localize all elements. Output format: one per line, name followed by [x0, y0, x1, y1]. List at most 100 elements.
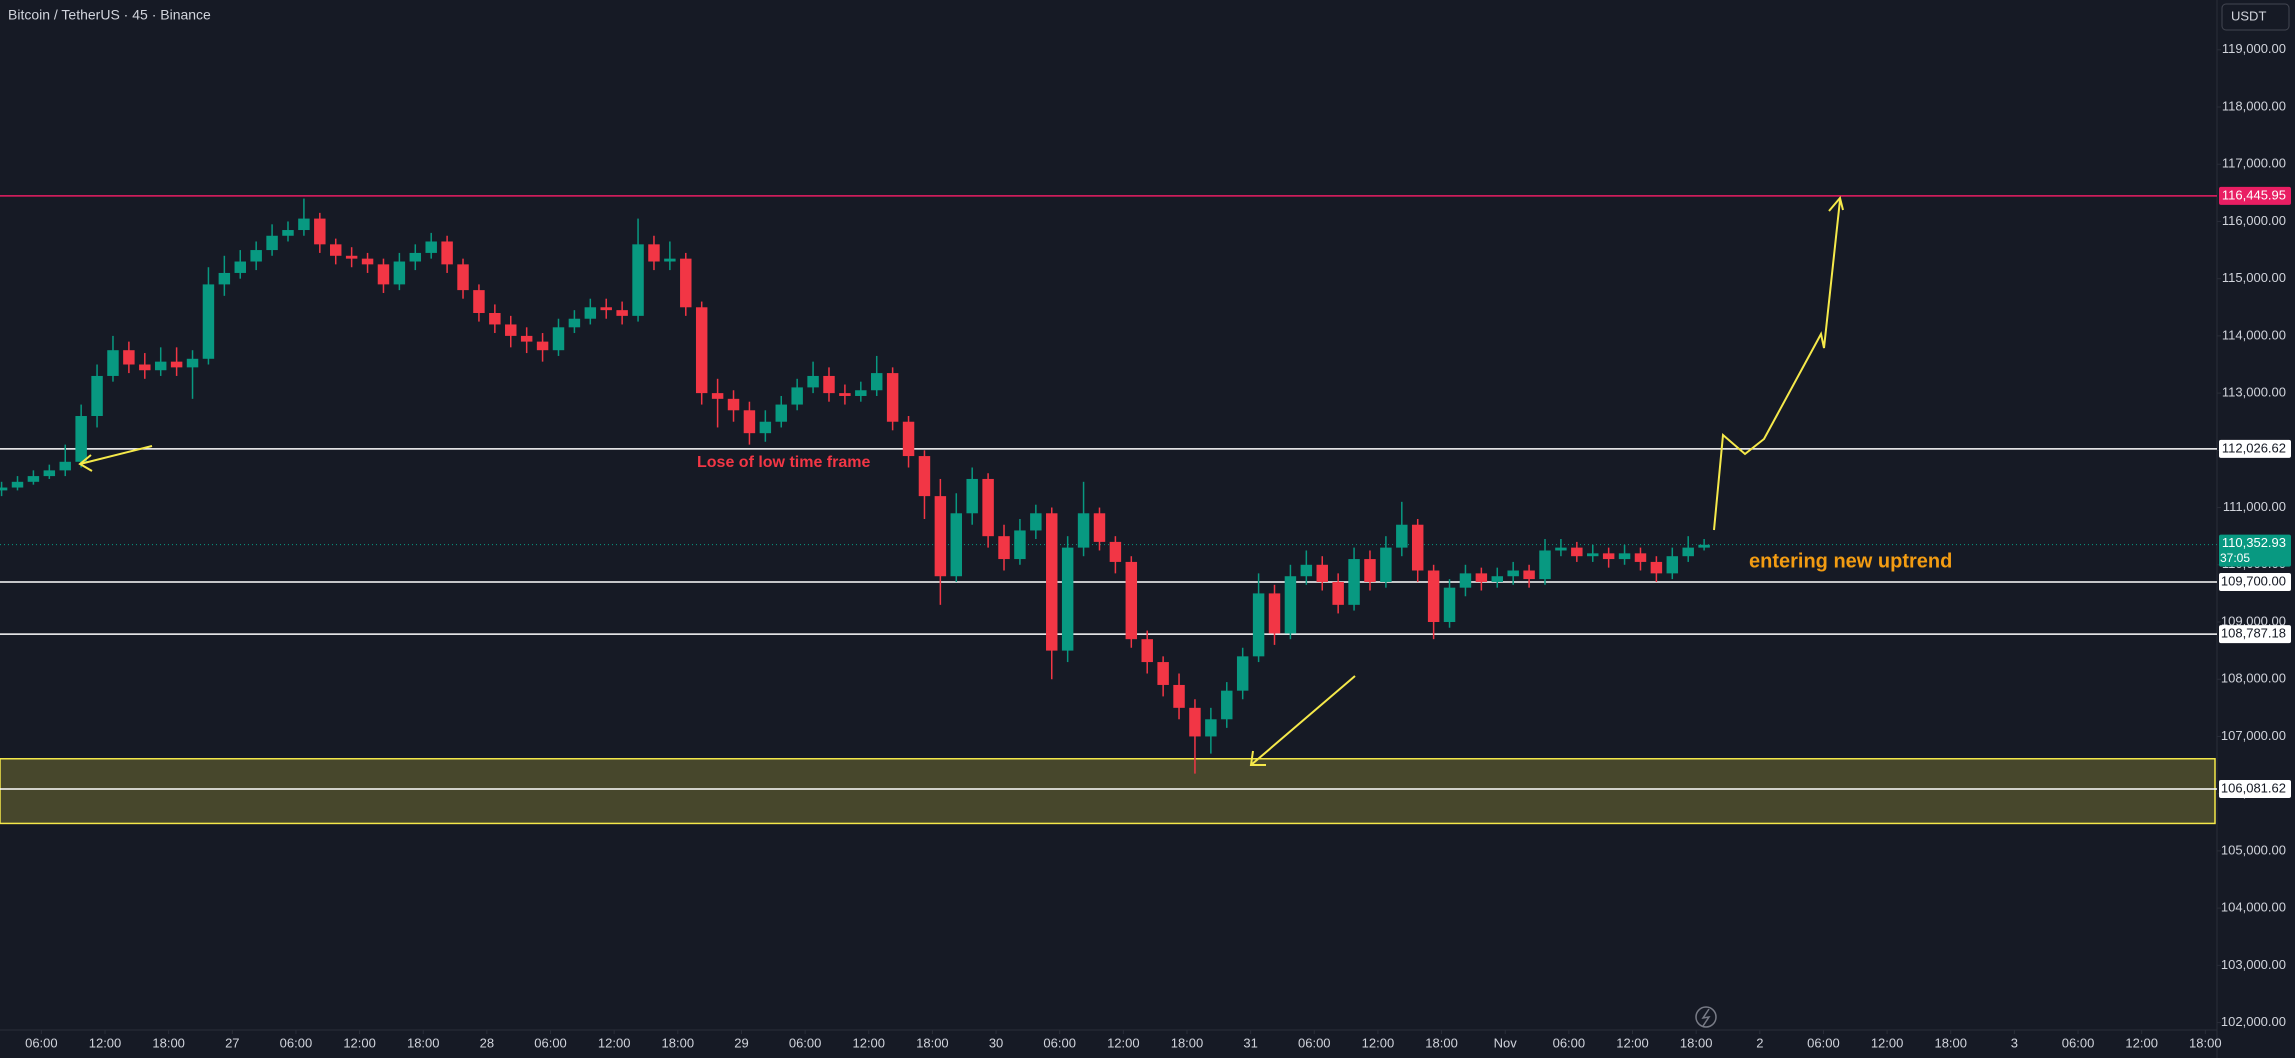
candle-body [43, 470, 56, 477]
x-tick-label: 18:00 [1171, 1035, 1204, 1050]
projection-path [1713, 199, 1841, 531]
x-tick-label: 18:00 [662, 1035, 695, 1050]
candle-body [1093, 513, 1106, 542]
candle-body [1650, 561, 1663, 574]
candle-body [695, 307, 708, 394]
candle-body [791, 387, 803, 405]
candle-body [1475, 573, 1488, 582]
x-tick-label: 06:00 [2062, 1035, 2095, 1050]
candle-body [1061, 547, 1074, 651]
candle-body [107, 350, 119, 376]
current-price-bg [2219, 534, 2291, 567]
y-tick-label: 115,000.00 [2222, 270, 2286, 285]
candle-body [1348, 559, 1360, 605]
candle-body [123, 350, 135, 365]
chart-title: Bitcoin / TetherUS · 45 · Binance [8, 7, 211, 23]
candle-body [1427, 570, 1440, 623]
x-tick-label: 18:00 [916, 1035, 949, 1050]
x-tick-label: 12:00 [1107, 1035, 1140, 1050]
candle-body [330, 244, 342, 256]
x-tick-label: 12:00 [852, 1035, 885, 1050]
y-tick-label: 103,000.00 [2221, 957, 2286, 972]
candle-body [759, 421, 772, 434]
x-tick-label: 06:00 [1298, 1035, 1331, 1050]
current-price-label: 110,352.93 [2222, 535, 2286, 550]
x-tick-label: 18:00 [407, 1035, 440, 1050]
annotation: Lose of low time frame [697, 454, 870, 471]
candle-body [727, 398, 740, 411]
candle-body [1141, 639, 1153, 663]
arrow [79, 445, 153, 465]
candle-body [664, 258, 676, 262]
arrow-head [78, 454, 93, 472]
candle-body [902, 421, 915, 457]
candle-layer [0, 198, 1710, 774]
candle-body [680, 258, 692, 308]
candle-body [1173, 684, 1185, 708]
candle-body [600, 307, 612, 311]
level-label: 109,700.00 [2221, 573, 2286, 588]
candle-body [982, 478, 994, 537]
candle-body [950, 513, 963, 577]
x-tick-label: 12:00 [1362, 1035, 1395, 1050]
candle-body [823, 375, 835, 394]
candle-body [1300, 564, 1313, 577]
candle-body [1046, 513, 1058, 651]
candle-body [298, 218, 310, 231]
x-tick-label: 18:00 [152, 1035, 185, 1050]
x-tick-label: 18:00 [1425, 1035, 1458, 1050]
y-tick-label: 108,000.00 [2221, 671, 2286, 686]
annotation: entering new uptrend [1749, 550, 1952, 572]
candle-body [409, 252, 422, 262]
candle-body [170, 361, 183, 368]
candle-body [1030, 513, 1042, 531]
candle-body [441, 241, 453, 265]
candle-body [11, 481, 24, 488]
level-label-bg [2219, 572, 2291, 591]
candle-body [1618, 553, 1631, 560]
candle-body [250, 250, 262, 262]
candle-body [1189, 707, 1201, 737]
candle-body [1602, 553, 1615, 560]
candle-body [282, 230, 294, 236]
lightning-icon[interactable] [1695, 1006, 1717, 1028]
x-tick-label: Nov [1494, 1035, 1518, 1050]
x-tick-label: 06:00 [280, 1035, 313, 1050]
x-tick-label: 12:00 [1616, 1035, 1649, 1050]
candle-body [75, 416, 87, 462]
candle-body [616, 310, 628, 316]
candle-body [870, 373, 883, 391]
candle-body [489, 313, 501, 325]
candle-body [711, 393, 724, 399]
candle-body [536, 341, 549, 351]
candle-body [1634, 553, 1647, 562]
currency-button[interactable] [2221, 3, 2290, 31]
candle-body [266, 235, 278, 251]
candle-body [1316, 564, 1328, 582]
candle-body [520, 335, 533, 342]
x-tick-label: 2 [1756, 1035, 1763, 1050]
candle-body [775, 404, 787, 422]
level-label-bg [2219, 186, 2291, 205]
x-tick-label: 06:00 [789, 1035, 822, 1050]
candle-body [1157, 662, 1169, 685]
candle-body [377, 264, 390, 285]
candle-body [1205, 719, 1217, 737]
candle-body [1221, 690, 1233, 720]
y-tick-label: 102,000.00 [2221, 1014, 2286, 1029]
level-label-bg [2219, 439, 2291, 458]
x-tick-label: 06:00 [534, 1035, 567, 1050]
candle-body [202, 284, 215, 359]
level-label-bg [2219, 780, 2291, 799]
candle-body [807, 375, 819, 388]
level-label: 112,026.62 [2222, 440, 2286, 455]
currency-label[interactable]: USDT [2231, 8, 2266, 23]
candle-body [855, 390, 867, 396]
candle-body [839, 393, 851, 396]
candle-body [1396, 524, 1408, 548]
candle-body [1125, 561, 1138, 640]
y-tick-label: 117,000.00 [2222, 156, 2286, 171]
candle-body [743, 410, 756, 434]
candle-body [139, 364, 151, 371]
